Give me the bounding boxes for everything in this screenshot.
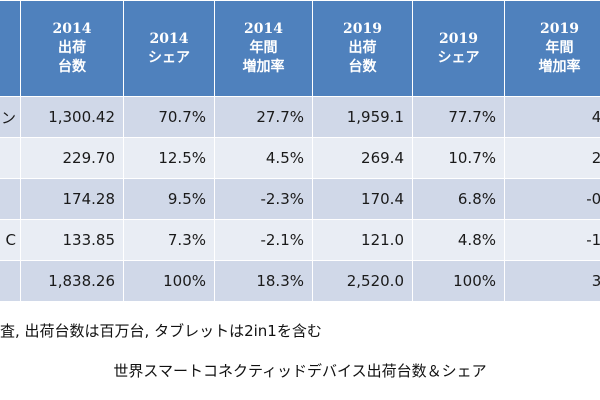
table-cell: -2.1% <box>214 219 313 261</box>
table-cell: 18.3% <box>214 260 313 302</box>
column-header-3: 2014 年間増加率 <box>214 0 313 97</box>
table-cell: 10.7% <box>412 137 505 179</box>
table-cell: 2. <box>504 137 600 179</box>
column-header-line: 2014 <box>52 21 92 37</box>
column-header-line: シェア <box>148 49 190 66</box>
table-cell: 2,520.0 <box>312 260 413 302</box>
table-row: 174.289.5%-2.3%170.46.8%-0. <box>0 178 600 220</box>
row-label <box>0 260 21 302</box>
table-caption: 世界スマートコネクティッドデバイス出荷台数＆シェア <box>113 362 487 380</box>
table-cell: 170.4 <box>312 178 413 220</box>
table-cell: 4.5% <box>214 137 313 179</box>
column-header-line: 年間 <box>249 40 278 56</box>
column-header-0 <box>0 0 21 97</box>
table-cell: 77.7% <box>412 96 505 138</box>
table-header-row: 2014 出荷 台数 2014 シェア 2014 年間 増加率 2019 出荷 台数 2019 シェア 2… <box>0 0 600 97</box>
table-cell: 229.70 <box>20 137 124 179</box>
table-cell: 4. <box>504 96 600 138</box>
table-cell: 3. <box>504 260 600 302</box>
column-header-2: 2014 シェア <box>123 0 215 97</box>
table-cell: 121.0 <box>312 219 413 261</box>
column-header-line: 2019 <box>343 21 382 37</box>
table-cell: -1. <box>504 219 600 261</box>
table-cell: 9.5% <box>123 178 215 220</box>
column-header-6: 2019 年間増加率 <box>504 0 600 97</box>
column-header-line: 増加率 <box>242 59 285 75</box>
table-cell: 6.8% <box>412 178 505 220</box>
table-cell: 1,838.26 <box>20 260 124 302</box>
table-cell: 269.4 <box>312 137 413 179</box>
source-note: 査, 出荷台数は百万台, タブレットは2in1を含む <box>0 322 322 340</box>
column-header-line: 出荷 <box>58 40 86 56</box>
table-cell: 4.8% <box>412 219 505 261</box>
shipment-share-table: 2014 出荷 台数 2014 シェア 2014 年間 増加率 2019 出荷 台数 2019 シェア 2… <box>0 0 600 302</box>
column-header-line: 2019 <box>439 30 478 47</box>
table-cell: 70.7% <box>123 96 215 138</box>
column-header-line: 2014 <box>244 21 283 37</box>
column-header-line: 出荷 <box>348 40 377 56</box>
table-cell: 100% <box>412 260 505 302</box>
column-header-line: 増加率 <box>538 59 581 75</box>
table-cell: 27.7% <box>214 96 313 138</box>
table-cell: 174.28 <box>20 178 124 220</box>
table-cell: 1,959.1 <box>312 96 413 138</box>
column-header-4: 2019 出荷台数 <box>312 0 413 97</box>
table-cell: 7.3% <box>123 219 215 261</box>
table-cell: 1,300.42 <box>20 96 124 138</box>
row-label: C <box>0 219 21 261</box>
table-cell: 12.5% <box>123 137 215 179</box>
shipment-table-container: 2014 出荷 台数 2014 シェア 2014 年間 増加率 2019 出荷 台数 2019 シェア 2… <box>0 0 600 302</box>
column-header-line: 台数 <box>348 59 377 75</box>
table-body: ン1,300.4270.7%27.7%1,959.177.7%4.229.701… <box>0 96 600 302</box>
table-cell: 100% <box>123 260 215 302</box>
column-header-1: 2014 出荷台数 <box>20 0 124 97</box>
column-header-line: シェア <box>437 49 480 66</box>
column-header-line: 台数 <box>58 59 86 75</box>
table-cell: 133.85 <box>20 219 124 261</box>
row-label <box>0 178 21 220</box>
row-label: ン <box>0 96 21 138</box>
column-header-line: 2014 <box>149 30 189 47</box>
table-cell: -2.3% <box>214 178 313 220</box>
row-label <box>0 137 21 179</box>
table-cell: -0. <box>504 178 600 220</box>
column-header-5: 2019 シェア <box>412 0 505 97</box>
column-header-line: 2019 <box>540 21 579 37</box>
column-header-line: 年間 <box>545 40 574 56</box>
